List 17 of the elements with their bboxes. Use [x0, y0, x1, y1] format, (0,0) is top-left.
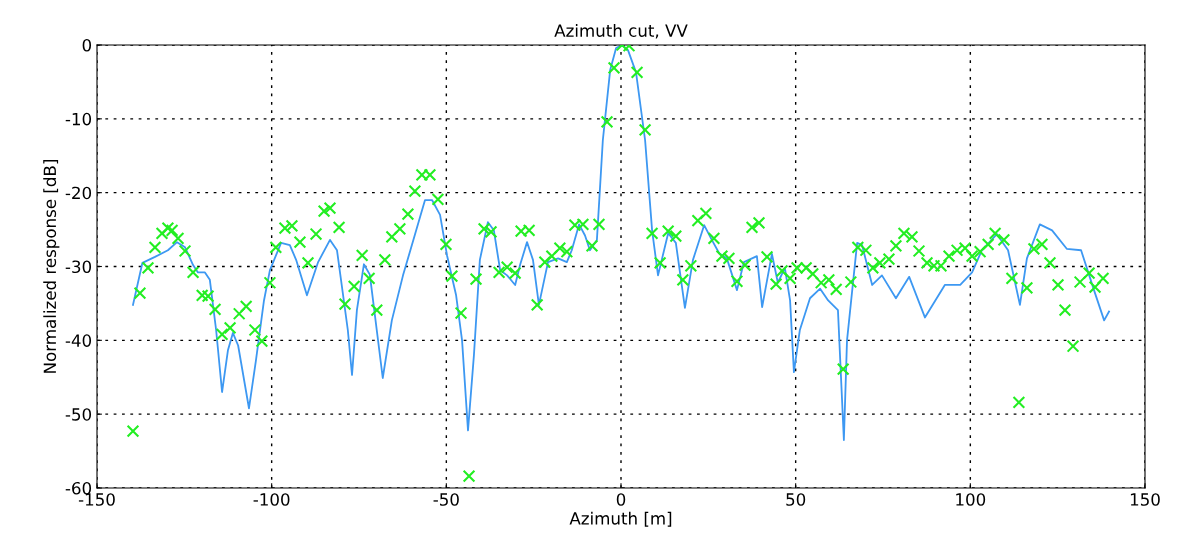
y-tick-label: -50: [65, 408, 92, 421]
y-axis-title: Normalized response [dB]: [43, 160, 60, 373]
y-tick-label: 0: [82, 38, 92, 52]
x-tick-label: -50: [433, 493, 459, 506]
y-tick-label: -20: [65, 186, 92, 200]
y-tick-label: -40: [65, 334, 92, 347]
x-tick-label: -100: [253, 493, 290, 506]
x-tick-label: 50: [786, 493, 806, 506]
y-tick-label: -30: [65, 260, 92, 274]
x-axis-title: Azimuth [m]: [569, 511, 672, 527]
x-tick-label: 150: [1130, 493, 1160, 506]
x-tick-label: -150: [78, 493, 115, 506]
x-tick-label: 0: [616, 493, 626, 506]
y-tick-label: -10: [65, 112, 92, 126]
x-tick-label: 100: [956, 493, 986, 506]
y-tick-label: -60: [65, 481, 92, 495]
chart-title: Azimuth cut, VV: [554, 24, 688, 39]
